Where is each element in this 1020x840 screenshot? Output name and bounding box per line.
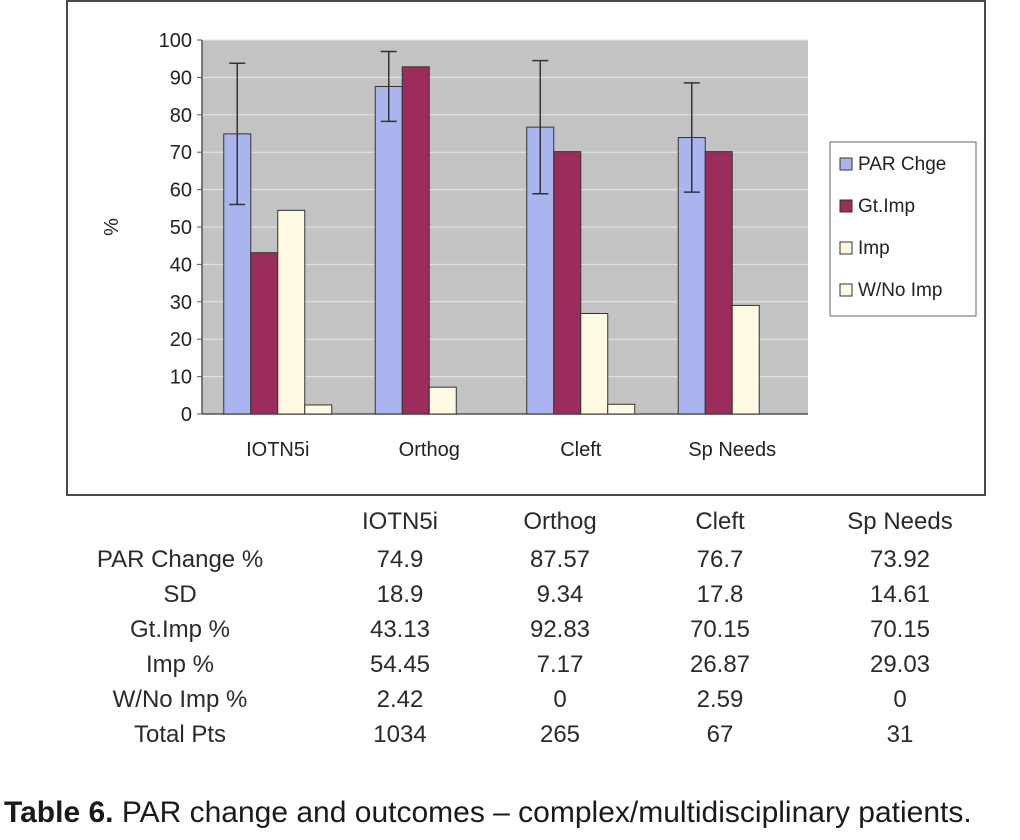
y-tick-label: 90	[170, 67, 192, 89]
legend-label: Gt.Imp	[858, 196, 915, 217]
x-tick-label: Orthog	[399, 439, 460, 461]
table-cell: 2.59	[696, 686, 744, 713]
row-label: SD	[163, 581, 197, 608]
legend-swatch	[839, 241, 853, 255]
table-header-cell: Orthog	[523, 508, 597, 535]
table-row: PAR Change % 74.9 87.57 76.7 73.92	[60, 546, 1000, 580]
row-label: Total Pts	[133, 721, 227, 748]
table-row: Gt.Imp % 43.13 92.83 70.15 70.15	[60, 616, 1000, 650]
table-row: Imp % 54.45 7.17 26.87 29.03	[60, 651, 1000, 685]
y-tick-label: 30	[170, 292, 192, 314]
row-label: Imp %	[145, 651, 214, 678]
table-cell: 43.13	[369, 616, 431, 643]
bar	[731, 304, 760, 415]
table-cell: 70.15	[689, 616, 751, 643]
table-header-cell: Cleft	[695, 508, 745, 535]
bar	[374, 85, 403, 415]
table-row: Total Pts 1034 265 67 31	[60, 721, 1000, 755]
table-cell: 17.8	[696, 581, 744, 608]
table-cell: 29.03	[869, 651, 931, 678]
bar	[704, 151, 733, 415]
row-label: Gt.Imp %	[129, 616, 231, 643]
table-cell: 87.57	[529, 546, 591, 573]
y-tick-label: 80	[170, 105, 192, 127]
table-row: SD 18.9 9.34 17.8 14.61	[60, 581, 1000, 615]
table-header-cell: IOTN5i	[361, 508, 438, 535]
table-cell: 14.61	[869, 581, 931, 608]
bar	[304, 404, 333, 415]
legend-swatch	[839, 157, 853, 171]
table-cell: 73.92	[869, 546, 931, 573]
bar	[401, 66, 430, 415]
table-cell: 0	[893, 686, 907, 713]
x-tick-label: Sp Needs	[688, 439, 776, 461]
row-label: PAR Change %	[96, 546, 264, 573]
table-cell: 0	[553, 686, 567, 713]
bar	[607, 403, 636, 415]
legend-label: Imp	[858, 238, 890, 259]
bar	[553, 151, 582, 415]
chart-frame: 0 10 20 30 40 50 60 70 80 90 100% IOTN5i Orthog Cleft…	[66, 0, 986, 496]
legend-box	[829, 141, 977, 317]
legend-swatch	[839, 199, 853, 213]
caption-label: Table 6.	[4, 796, 114, 829]
table-cell: 9.34	[536, 581, 584, 608]
table-cell: 31	[886, 721, 914, 748]
bar	[580, 313, 609, 415]
y-tick-label: 40	[170, 254, 192, 276]
legend-label: W/No Imp	[858, 280, 942, 301]
y-axis-label: %	[101, 218, 123, 236]
table-cell: 26.87	[689, 651, 751, 678]
table-cell: 1034	[373, 721, 427, 748]
table-cell: 92.83	[529, 616, 591, 643]
bar	[277, 209, 306, 415]
y-tick-label: 50	[170, 217, 192, 239]
legend-swatch	[839, 283, 853, 297]
table-row: W/No Imp % 2.42 0 2.59 0	[60, 686, 1000, 720]
bar-chart: 0 10 20 30 40 50 60 70 80 90 100% IOTN5i Orthog Cleft…	[101, 30, 977, 461]
table-caption: Table 6. PAR change and outcomes – compl…	[4, 796, 972, 830]
y-tick-label: 0	[181, 404, 192, 426]
table-header-cell: Sp Needs	[847, 508, 953, 535]
bar	[250, 252, 279, 415]
table-cell: 265	[539, 721, 581, 748]
table-cell: 76.7	[696, 546, 744, 573]
table-cell: 18.9	[376, 581, 424, 608]
caption-text: PAR change and outcomes – complex/multid…	[113, 796, 972, 829]
y-tick-label: 20	[170, 329, 192, 351]
y-tick-label: 70	[170, 142, 192, 164]
table-cell: 54.45	[369, 651, 431, 678]
row-label: W/No Imp %	[112, 686, 248, 713]
table-cell: 2.42	[376, 686, 424, 713]
y-tick-label: 100	[159, 30, 192, 52]
x-tick-label: Cleft	[560, 439, 602, 461]
bar	[428, 386, 457, 415]
table-cell: 70.15	[869, 616, 931, 643]
x-tick-label: IOTN5i	[246, 439, 309, 461]
legend-label: PAR Chge	[858, 154, 946, 175]
table-cell: 74.9	[376, 546, 424, 573]
y-tick-label: 60	[170, 180, 192, 202]
table-header-row: IOTN5i Orthog Cleft Sp Needs	[60, 508, 1000, 542]
table-cell: 7.17	[536, 651, 584, 678]
table-cell: 67	[706, 721, 734, 748]
y-tick-label: 10	[170, 367, 192, 389]
